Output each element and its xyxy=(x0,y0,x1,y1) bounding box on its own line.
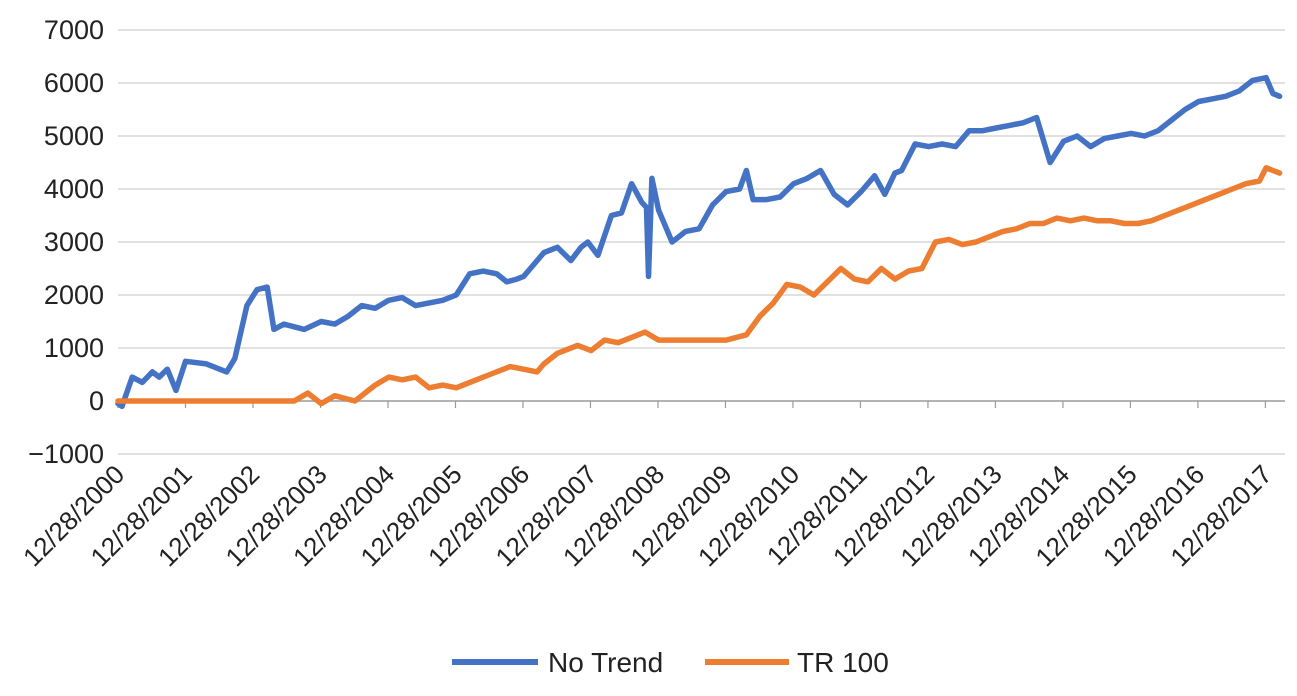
legend-label: No Trend xyxy=(548,647,663,678)
y-tick-label: 7000 xyxy=(44,15,104,45)
gridlines xyxy=(118,29,1285,455)
series-lines xyxy=(115,74,1283,410)
y-tick-label: 0 xyxy=(89,386,104,416)
x-axis: 12/28/200012/28/200112/28/200212/28/2003… xyxy=(17,401,1278,572)
y-tick-label: 3000 xyxy=(44,227,104,257)
y-tick-label: 2000 xyxy=(44,280,104,310)
series-line-no-trend xyxy=(115,74,1283,410)
y-axis: 7000 6000 5000 4000 3000 2000 1000 0 −1000 xyxy=(28,15,104,469)
y-tick-label: 1000 xyxy=(44,333,104,363)
y-tick-label: 5000 xyxy=(44,121,104,151)
y-tick-label: 4000 xyxy=(44,174,104,204)
y-tick-label: −1000 xyxy=(28,439,104,469)
y-tick-label: 6000 xyxy=(44,68,104,98)
legend-label: TR 100 xyxy=(797,647,889,678)
legend: No Trend TR 100 xyxy=(452,647,889,678)
series-line-tr-100 xyxy=(115,165,1283,407)
